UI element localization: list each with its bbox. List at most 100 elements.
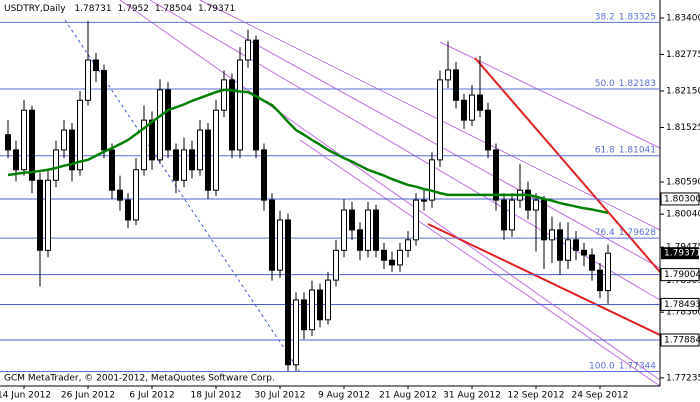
wedge-line [474,57,661,273]
high: 1.7952 [118,4,150,14]
x-tick-label: 6 Jul 2012 [129,391,174,401]
candle-body [501,199,507,231]
candle-body [229,79,235,151]
candle-body [309,289,315,331]
fib-label: 100.0 1.77344 [589,361,656,371]
candle-body [53,149,59,181]
candle-body [181,149,187,181]
candle-body [565,239,571,261]
candle-body [533,199,539,211]
level-box [660,268,700,282]
candle-body [189,149,195,171]
candle-body [333,249,339,281]
x-tick-label: 9 Aug 2012 [318,391,370,401]
x-tick-label: 21 Aug 2012 [379,391,437,401]
wedge-line [427,223,661,336]
candle-body [301,299,307,331]
candle-body [597,269,603,292]
candle-body [589,254,595,271]
candle-body [485,109,491,151]
candle-body [445,69,451,81]
candle-body [557,229,563,261]
candle-body [509,199,515,231]
candle-body [157,89,163,161]
header: USDTRY,Daily 1.78731 1.7952 1.78504 1.79… [4,4,235,14]
x-tick-label: 31 Aug 2012 [443,391,501,401]
candle-body [133,169,139,221]
x-tick-label: 14 Jun 2012 [0,391,51,401]
candle-body [85,59,91,101]
candle-body [197,129,203,171]
candle-body [93,59,99,72]
candle-body [357,229,363,251]
candle-body [581,249,587,256]
level-box [660,333,700,347]
candle-body [61,129,67,151]
x-tick-label: 18 Jul 2012 [191,391,242,401]
candle-body [429,159,435,201]
candle-body [573,239,579,251]
candle-body [541,199,547,241]
current-price-label: 1.79371 [664,249,700,259]
x-tick-label: 12 Sep 2012 [507,391,564,401]
candle-body [69,129,75,171]
current-price-box [661,247,699,260]
level-label: 1.77884 [664,335,700,345]
candle-body [173,149,179,181]
fib-price: 1.83325 [619,12,656,22]
fib-ratio: 61.8 [595,145,615,155]
candle-body [325,279,331,321]
candle-body [373,209,379,251]
candle-body [469,94,475,121]
candle-body [285,219,291,366]
fib-ratio: 50.0 [595,79,615,89]
channel-line [119,0,661,381]
candle-body [205,129,211,191]
candle-body [109,149,115,191]
level-box [660,192,700,206]
candle-body [277,219,283,271]
fib-price: 1.82183 [619,79,656,89]
candle-body [237,59,243,151]
symbol: USDTRY,Daily [4,4,66,14]
candle-body [29,109,35,181]
fib-label: 38.2 1.83325 [595,12,656,22]
candle-body [397,249,403,266]
fib-label: 50.0 1.82183 [595,79,656,89]
candle-body [525,189,531,211]
fib-price: 1.77344 [619,361,656,371]
open: 1.78731 [74,4,111,14]
candle-body [461,99,467,121]
candle-body [21,109,27,171]
candle-body [149,119,155,161]
x-tick-label: 30 Jul 2012 [255,391,306,401]
candle-body [13,149,19,171]
candle-body [421,199,427,202]
level-label: 1.80300 [664,194,700,204]
x-tick-label: 24 Sep 2012 [571,391,628,401]
close: 1.79371 [198,4,235,14]
fib-label: 76.4 1.79628 [595,228,657,238]
candle-body [125,199,131,221]
candle-body [261,149,267,201]
channel-line [299,139,661,387]
fib-base-line [64,19,301,373]
level-box [660,297,700,311]
y-tick-label: 1.80040 [666,210,700,220]
y-tick-label: 1.80590 [666,178,700,188]
candle-body [293,299,299,366]
candle-body [245,39,251,61]
candle-body [269,199,275,271]
y-tick-label: 1.82150 [666,86,700,96]
channel-line [229,29,661,269]
y-tick-label: 1.81525 [666,123,700,133]
trend-drawings [64,0,661,387]
candle-body [213,109,219,191]
y-tick-label: 1.83400 [666,13,700,23]
candle-body [389,259,395,266]
candle-body [605,252,611,292]
candle-body [381,249,387,261]
channel-line [199,0,661,231]
y-tick-label: 1.78360 [666,308,700,318]
